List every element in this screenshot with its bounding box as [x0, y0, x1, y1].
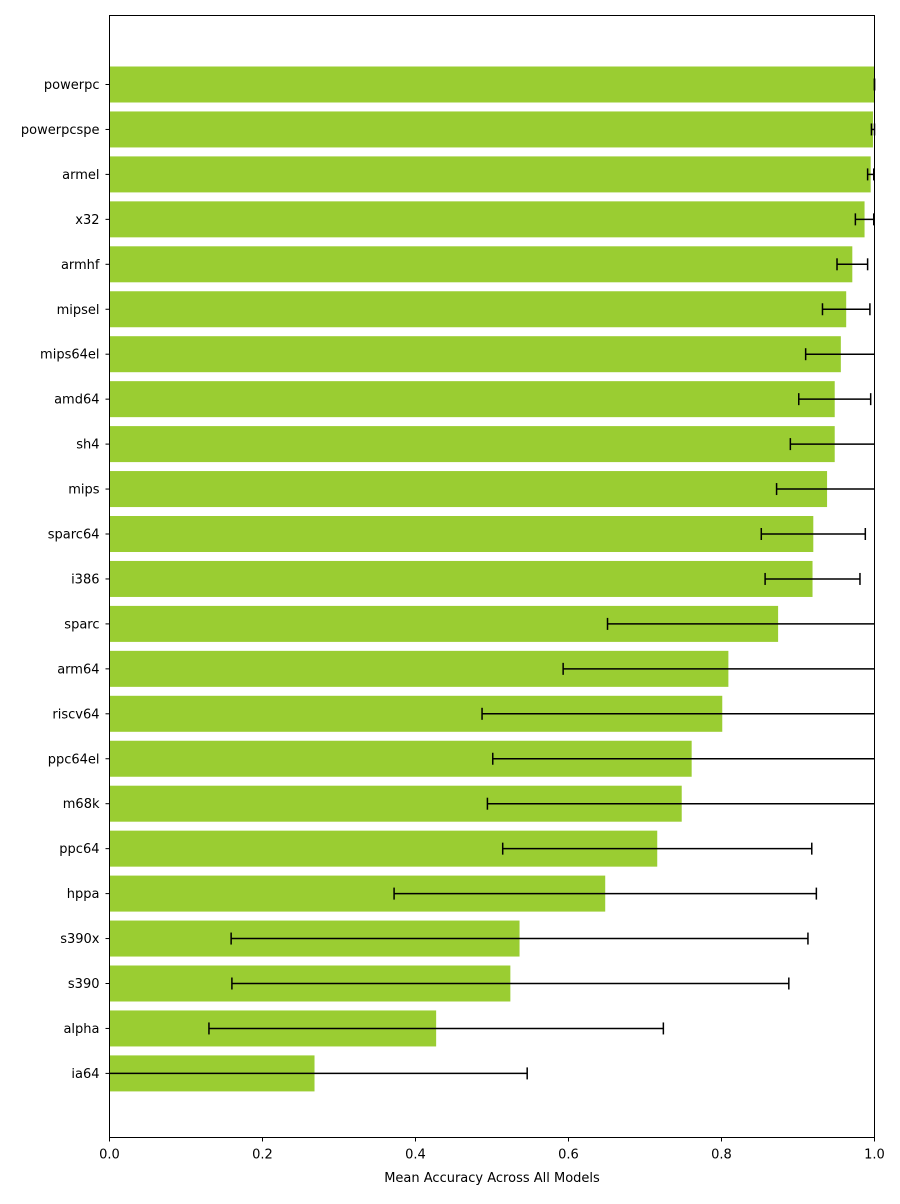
- error-bar-s390: [231, 977, 790, 990]
- error-bar-s390x: [230, 932, 809, 945]
- bar-amd64: [109, 381, 835, 418]
- y-tick-label-sparc64: sparc64: [48, 528, 100, 543]
- x-tick-label: 1.0: [864, 1148, 885, 1163]
- bar-x32: [109, 201, 865, 238]
- x-tick-label: 0.0: [99, 1148, 120, 1163]
- y-tick-label-amd64: amd64: [54, 393, 99, 408]
- bars-layer: [109, 66, 875, 1092]
- x-tick-label: 0.4: [405, 1148, 426, 1163]
- y-tick-label-s390: s390: [68, 977, 100, 992]
- y-tick-label-i386: i386: [71, 572, 99, 587]
- x-axis-label: Mean Accuracy Across All Models: [384, 1171, 600, 1186]
- bar-sparc64: [109, 516, 814, 552]
- error-bar-armhf: [836, 258, 869, 271]
- y-tick-label-s390x: s390x: [60, 932, 100, 947]
- y-tick-label-powerpc: powerpc: [44, 78, 100, 93]
- error-bar-arm64: [562, 662, 875, 675]
- error-bar-alpha: [208, 1022, 665, 1035]
- y-tick-label-ia64: ia64: [71, 1067, 99, 1082]
- x-axis: 0.0 0.2 0.4 0.6 0.8 1.0: [99, 1137, 885, 1163]
- error-bar-armel: [866, 168, 875, 181]
- bar-armhf: [109, 246, 853, 283]
- y-tick-label-arm64: arm64: [57, 662, 99, 677]
- y-tick-label-ppc64: ppc64: [59, 842, 99, 857]
- y-tick-label-armhf: armhf: [61, 258, 100, 273]
- error-bars-layer: [109, 78, 876, 1080]
- y-tick-label-mipsel: mipsel: [57, 303, 100, 318]
- bar-mips: [109, 471, 828, 508]
- error-bar-ppc64: [501, 842, 813, 855]
- x-tick-label: 0.2: [252, 1148, 273, 1163]
- error-bar-mips64el: [804, 348, 875, 361]
- error-bar-sparc: [606, 617, 875, 630]
- y-tick-label-riscv64: riscv64: [52, 707, 99, 722]
- error-bar-mipsel: [821, 303, 871, 316]
- y-tick-label-x32: x32: [75, 213, 99, 228]
- bar-powerpcspe: [109, 111, 873, 148]
- y-tick-label-hppa: hppa: [67, 887, 100, 902]
- error-bar-mips: [775, 483, 875, 496]
- bar-powerpc: [109, 66, 875, 103]
- error-bar-i386: [764, 572, 861, 585]
- y-axis: powerpc powerpcspe armel x32 armhf mipsel mips…: [21, 78, 110, 1082]
- y-tick-label-powerpcspe: powerpcspe: [21, 123, 100, 138]
- x-tick-label: 0.6: [558, 1148, 579, 1163]
- bar-sh4: [109, 426, 835, 463]
- error-bar-amd64: [798, 393, 872, 406]
- y-tick-label-ppc64el: ppc64el: [48, 752, 100, 767]
- error-bar-ia64: [109, 1067, 528, 1080]
- x-tick-label: 0.8: [711, 1148, 732, 1163]
- error-bar-sparc64: [760, 528, 867, 540]
- y-tick-label-sparc: sparc: [64, 617, 99, 632]
- bar-mips64el: [109, 336, 841, 373]
- error-bar-ppc64el: [492, 752, 875, 765]
- y-tick-label-armel: armel: [62, 168, 99, 183]
- y-tick-label-mips64el: mips64el: [40, 348, 99, 363]
- error-bar-hppa: [393, 887, 818, 900]
- plot-frame: [109, 15, 875, 1138]
- error-bar-m68k: [486, 797, 875, 810]
- bar-mipsel: [109, 291, 847, 328]
- error-bar-sh4: [789, 438, 875, 451]
- y-tick-label-m68k: m68k: [63, 797, 100, 812]
- error-bar-x32: [854, 213, 875, 226]
- y-tick-label-alpha: alpha: [63, 1022, 99, 1037]
- y-tick-label-mips: mips: [68, 483, 100, 498]
- y-tick-label-sh4: sh4: [76, 438, 99, 453]
- bar-i386: [109, 560, 813, 597]
- bar-armel: [109, 156, 871, 193]
- error-bar-riscv64: [481, 707, 875, 720]
